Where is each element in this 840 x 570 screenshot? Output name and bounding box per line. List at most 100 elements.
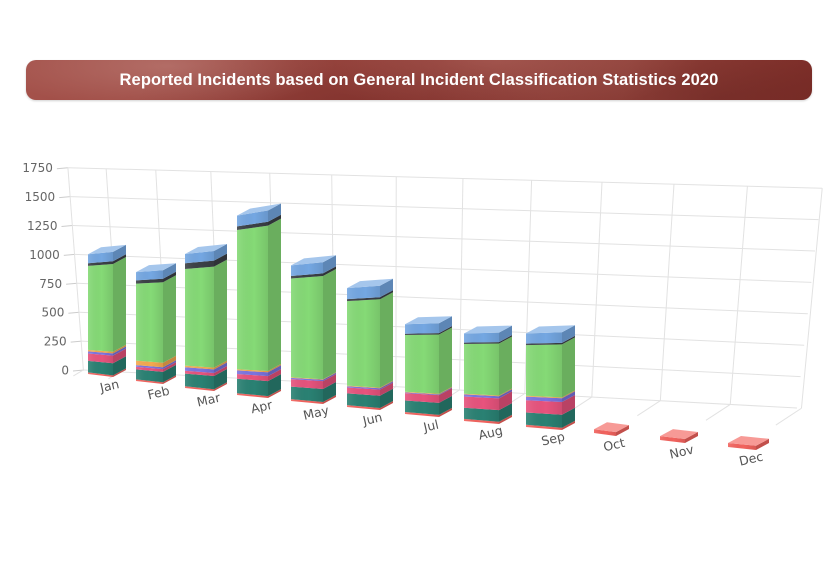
bar-segment-side-orange[interactable] [268, 364, 281, 373]
bar-top-face[interactable] [88, 244, 126, 255]
bar-segment-side-teal[interactable] [214, 369, 227, 390]
bar-segment-side-teal[interactable] [323, 382, 336, 402]
bar-feb[interactable] [136, 263, 176, 384]
bar-nov[interactable] [660, 429, 698, 443]
bar-segment-side-violet[interactable] [439, 387, 452, 396]
bar-segment-side-orange[interactable] [214, 360, 227, 370]
bar-segment-side-violet[interactable] [499, 389, 512, 399]
bar-segment-side-blue[interactable] [163, 263, 176, 279]
bar-segment-side-green[interactable] [380, 292, 393, 388]
bar-top-face[interactable] [291, 255, 336, 266]
bar-segment-side-teal[interactable] [113, 356, 126, 376]
bar-segment-side-blue[interactable] [323, 255, 336, 274]
bar-top-face[interactable] [185, 244, 227, 254]
bar-dec[interactable] [728, 436, 769, 450]
bar-segment-side-green[interactable] [163, 275, 176, 363]
bar-segment-side-violet[interactable] [323, 372, 336, 382]
bar-segment-side-salmon[interactable] [113, 368, 126, 377]
bar-segment-side-blue[interactable] [499, 325, 512, 343]
bar-segment-side-pink[interactable] [323, 374, 336, 389]
bar-segment-side-violet[interactable] [214, 362, 227, 373]
bar-segment-side-salmon[interactable] [685, 432, 698, 443]
bar-segment-side-orange[interactable] [163, 355, 176, 368]
bar-top-face[interactable] [405, 316, 452, 325]
bar-segment-side-salmon[interactable] [163, 375, 176, 384]
bar-segment-side-salmon[interactable] [616, 425, 629, 436]
bar-segment-side-salmon[interactable] [323, 395, 336, 404]
bar-segment-side-dark[interactable] [214, 253, 227, 267]
month-label-feb: Feb [146, 383, 171, 403]
bar-segment-side-dark[interactable] [439, 326, 452, 335]
bar-aug[interactable] [464, 325, 512, 424]
bar-segment-side-orange[interactable] [323, 372, 336, 380]
bar-segment-side-dark[interactable] [268, 214, 281, 226]
bar-segment-side-teal[interactable] [163, 364, 176, 383]
bar-segment-side-violet[interactable] [562, 391, 575, 402]
bar-segment-side-dark[interactable] [163, 271, 176, 283]
bar-segment-side-dark[interactable] [323, 266, 336, 276]
bar-segment-side-pink[interactable] [268, 369, 281, 382]
bar-segment-side-pink[interactable] [439, 388, 452, 403]
bar-segment-side-pink[interactable] [163, 362, 176, 372]
bar-segment-side-teal[interactable] [380, 388, 393, 408]
bar-segment-side-pink[interactable] [562, 395, 575, 415]
bar-mar[interactable] [185, 244, 227, 391]
bar-segment-side-dark[interactable] [380, 290, 393, 300]
bar-segment-side-teal[interactable] [562, 407, 575, 428]
bar-segment-side-salmon[interactable] [562, 420, 575, 430]
bar-segment-side-green[interactable] [562, 337, 575, 398]
bar-segment-side-teal[interactable] [499, 403, 512, 422]
bar-segment-side-pink[interactable] [380, 382, 393, 396]
bar-segment-side-green[interactable] [268, 218, 281, 371]
bar-segment-side-blue[interactable] [214, 244, 227, 261]
bar-segment-side-salmon[interactable] [380, 401, 393, 410]
bar-top-face[interactable] [237, 203, 281, 216]
bar-segment-side-salmon[interactable] [499, 414, 512, 424]
bar-top-face[interactable] [464, 325, 512, 334]
bar-segment-side-teal[interactable] [268, 374, 281, 397]
bar-top-face[interactable] [526, 325, 575, 334]
bar-segment-side-violet[interactable] [268, 365, 281, 377]
bar-segment-side-teal[interactable] [439, 395, 452, 415]
bar-segment-side-pink[interactable] [499, 391, 512, 411]
bar-top-face[interactable] [594, 422, 629, 433]
bar-oct[interactable] [594, 422, 629, 436]
bar-segment-side-violet[interactable] [163, 360, 176, 370]
bar-segment-side-blue[interactable] [562, 325, 575, 343]
bar-segment-side-salmon[interactable] [756, 438, 769, 450]
bar-segment-side-green[interactable] [499, 336, 512, 396]
bar-segment-side-green[interactable] [113, 257, 126, 352]
bar-segment-side-salmon[interactable] [439, 407, 452, 417]
bar-segment-side-dark[interactable] [562, 335, 575, 345]
bar-segment-side-orange[interactable] [499, 388, 512, 397]
bar-segment-side-dark[interactable] [499, 335, 512, 344]
bar-segment-side-pink[interactable] [113, 348, 126, 364]
bar-segment-side-green[interactable] [439, 327, 452, 394]
bar-jan[interactable] [88, 244, 126, 377]
bar-may[interactable] [291, 255, 336, 404]
bar-segment-side-dark[interactable] [113, 254, 126, 264]
bar-segment-side-orange[interactable] [113, 344, 126, 354]
bar-segment-side-blue[interactable] [268, 203, 281, 222]
bar-segment-side-salmon[interactable] [268, 389, 281, 398]
bar-segment-side-orange[interactable] [439, 386, 452, 395]
bar-segment-side-blue[interactable] [380, 278, 393, 298]
bar-jun[interactable] [347, 278, 393, 410]
bar-top-face[interactable] [660, 429, 698, 439]
bar-segment-side-orange[interactable] [380, 380, 393, 389]
bar-segment-side-salmon[interactable] [214, 382, 227, 391]
bar-segment-side-orange[interactable] [562, 390, 575, 399]
bar-segment-side-violet[interactable] [113, 346, 126, 356]
bar-jul[interactable] [405, 316, 452, 417]
bar-top-face[interactable] [347, 278, 393, 289]
bar-segment-side-violet[interactable] [380, 381, 393, 390]
bar-segment-side-green[interactable] [214, 259, 227, 368]
bar-top-face[interactable] [728, 436, 769, 446]
bar-segment-side-green[interactable] [323, 269, 336, 380]
bar-apr[interactable] [237, 203, 281, 399]
bar-segment-side-blue[interactable] [439, 316, 452, 334]
bar-segment-side-pink[interactable] [214, 366, 227, 376]
bar-top-face[interactable] [136, 263, 176, 273]
bar-segment-side-blue[interactable] [113, 244, 126, 262]
bar-sep[interactable] [526, 325, 575, 430]
